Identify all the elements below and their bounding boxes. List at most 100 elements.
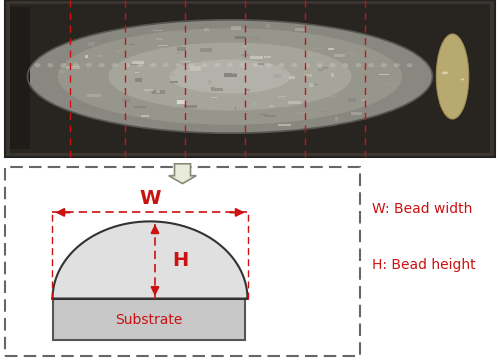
Bar <box>117 50 119 52</box>
Bar <box>288 101 301 104</box>
Bar <box>175 53 180 54</box>
Bar <box>10 7 30 149</box>
Bar <box>154 30 164 31</box>
Ellipse shape <box>330 63 336 67</box>
Text: W: W <box>139 189 161 208</box>
Bar <box>87 94 101 97</box>
Bar <box>232 72 239 74</box>
Bar <box>215 87 224 89</box>
FancyBboxPatch shape <box>5 167 360 356</box>
Bar <box>334 54 345 57</box>
Bar <box>318 69 324 71</box>
Bar <box>168 73 175 76</box>
Bar <box>58 95 61 96</box>
Bar <box>266 24 270 28</box>
Bar <box>264 115 276 117</box>
Bar <box>379 74 389 75</box>
Ellipse shape <box>406 63 412 67</box>
Bar <box>190 54 194 57</box>
Ellipse shape <box>317 63 323 67</box>
Ellipse shape <box>460 78 464 80</box>
Bar <box>322 67 328 69</box>
Bar <box>176 101 180 105</box>
Ellipse shape <box>112 63 117 67</box>
Bar <box>150 91 158 93</box>
Ellipse shape <box>291 63 297 67</box>
Bar <box>135 78 142 82</box>
Bar <box>351 112 362 115</box>
Ellipse shape <box>163 63 169 67</box>
Ellipse shape <box>86 63 92 67</box>
Ellipse shape <box>188 63 194 67</box>
Bar <box>86 55 88 58</box>
Ellipse shape <box>240 63 246 67</box>
Bar <box>190 66 201 71</box>
Ellipse shape <box>176 63 182 67</box>
Bar <box>234 107 236 110</box>
Ellipse shape <box>356 63 362 67</box>
Ellipse shape <box>137 63 143 67</box>
Bar <box>328 48 334 50</box>
Bar <box>210 116 220 117</box>
Ellipse shape <box>150 63 156 67</box>
Bar <box>10 4 490 153</box>
Bar <box>258 63 264 65</box>
Ellipse shape <box>214 63 220 67</box>
Bar <box>312 48 324 49</box>
Ellipse shape <box>48 63 54 67</box>
Bar <box>136 32 143 33</box>
Bar <box>348 98 356 102</box>
Bar <box>60 70 64 73</box>
Text: W: Bead width: W: Bead width <box>372 202 473 216</box>
Bar <box>328 95 336 98</box>
Bar <box>156 39 162 40</box>
Bar <box>200 48 212 52</box>
Ellipse shape <box>28 20 432 133</box>
Bar <box>158 45 168 46</box>
Ellipse shape <box>442 71 448 75</box>
Bar <box>66 66 80 69</box>
Bar <box>250 56 264 59</box>
Bar <box>180 61 191 62</box>
Ellipse shape <box>278 63 284 67</box>
Bar <box>208 80 211 84</box>
Bar <box>135 72 139 73</box>
Ellipse shape <box>73 63 79 67</box>
Bar <box>335 117 338 121</box>
Bar <box>296 28 306 31</box>
Bar <box>386 83 400 85</box>
Bar <box>132 60 143 64</box>
Ellipse shape <box>98 63 104 67</box>
Bar <box>130 64 140 66</box>
Bar <box>88 42 95 46</box>
Bar <box>152 90 164 94</box>
Ellipse shape <box>381 63 387 67</box>
Bar <box>122 98 130 102</box>
Bar <box>260 67 262 68</box>
Bar <box>52 64 60 68</box>
Bar <box>246 89 250 91</box>
Bar <box>331 73 334 77</box>
Bar <box>234 36 246 40</box>
Bar <box>315 84 318 85</box>
Ellipse shape <box>34 63 40 67</box>
Ellipse shape <box>124 63 130 67</box>
Bar <box>173 95 183 98</box>
Bar <box>364 52 368 53</box>
Bar <box>204 27 210 31</box>
Bar <box>184 104 196 108</box>
Bar <box>250 37 262 39</box>
Bar <box>96 55 103 57</box>
Ellipse shape <box>266 63 272 67</box>
Ellipse shape <box>394 63 400 67</box>
Bar <box>293 112 305 114</box>
Bar <box>128 44 134 45</box>
Text: H: H <box>172 251 188 270</box>
Ellipse shape <box>436 34 469 119</box>
Bar <box>5 0 495 157</box>
Bar <box>212 87 222 91</box>
Ellipse shape <box>252 63 258 67</box>
Bar <box>170 81 178 83</box>
Ellipse shape <box>227 63 233 67</box>
Bar <box>177 47 186 51</box>
